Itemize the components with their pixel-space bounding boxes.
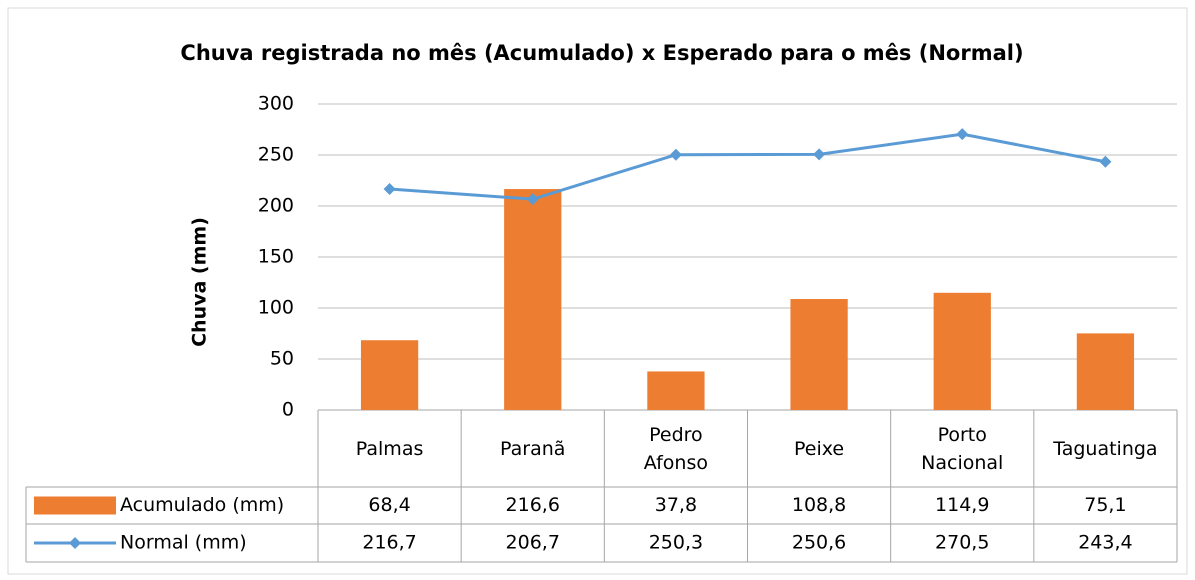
y-axis-label: Chuva (mm): [189, 217, 211, 347]
bar: [360, 340, 419, 410]
y-tick-label: 0: [282, 399, 294, 421]
y-tick-label: 200: [258, 195, 294, 217]
table-value: 216,6: [506, 494, 560, 516]
table-value: 206,7: [506, 532, 560, 554]
x-tick-label: Paranã: [500, 437, 566, 460]
y-tick-label: 100: [258, 297, 294, 319]
line: [389, 132, 1106, 201]
table-value: 68,4: [368, 494, 410, 516]
bar: [504, 189, 562, 410]
bar: [790, 299, 848, 410]
table-value: 250,6: [792, 532, 846, 554]
x-tick-label: Palmas: [355, 437, 424, 460]
marker: [1099, 155, 1112, 168]
bar: [1076, 333, 1135, 410]
table-value: 250,3: [649, 532, 703, 554]
marker: [956, 128, 969, 141]
chart-border: [7, 7, 1188, 575]
y-tick-label: 250: [258, 144, 294, 166]
marker: [813, 148, 826, 161]
marker: [669, 148, 682, 161]
bar: [647, 371, 705, 410]
table-value: 216,7: [362, 532, 416, 554]
legend-key: [69, 537, 81, 549]
table-value: 243,4: [1078, 532, 1132, 554]
legend-label: Acumulado (mm): [120, 494, 284, 516]
table-value: 37,8: [655, 494, 697, 516]
x-tick-label: Pedro Afonso: [643, 423, 708, 474]
x-tick-label: Peixe: [794, 437, 845, 460]
marker: [383, 182, 396, 195]
table-value: 108,8: [792, 494, 846, 516]
bar: [933, 292, 991, 410]
x-tick-label: Taguatinga: [1053, 437, 1158, 460]
y-tick-label: 300: [258, 93, 294, 115]
legend-label: Normal (mm): [120, 532, 247, 554]
y-tick-label: 50: [270, 348, 294, 370]
x-tick-label: Porto Nacional: [921, 423, 1004, 474]
table-value: 114,9: [935, 494, 989, 516]
y-tick-label: 150: [258, 246, 294, 268]
chart-title: Chuva registrada no mês (Acumulado) x Es…: [180, 41, 1023, 65]
legend-key: [34, 496, 116, 515]
table-value: 270,5: [935, 532, 989, 554]
table-value: 75,1: [1084, 494, 1126, 516]
marker: [526, 193, 539, 206]
